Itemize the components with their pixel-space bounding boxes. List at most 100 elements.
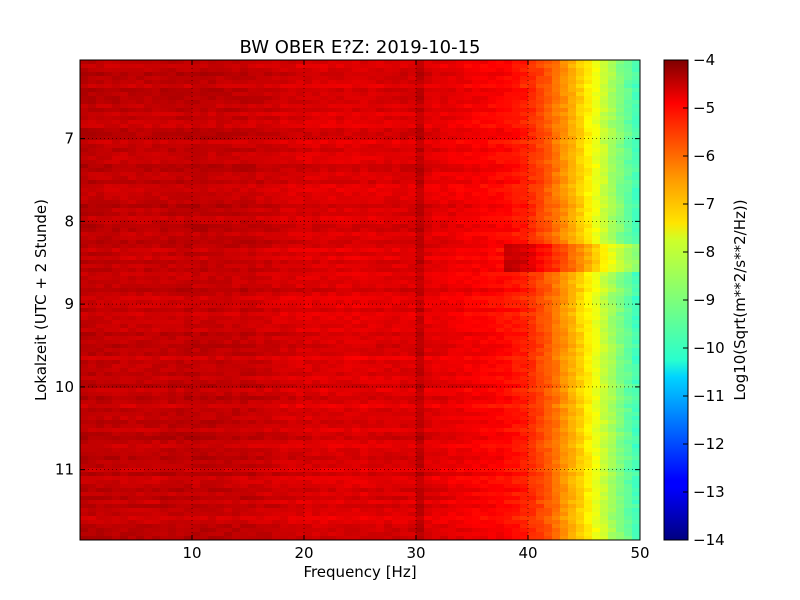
heatmap-cell: [408, 188, 417, 193]
heatmap-cell: [392, 128, 401, 133]
heatmap-cell: [400, 332, 409, 337]
heatmap-cell: [176, 316, 185, 321]
heatmap-cell: [624, 272, 633, 277]
heatmap-cell: [576, 84, 585, 89]
heatmap-cell: [616, 124, 625, 129]
heatmap-cell: [416, 232, 425, 237]
heatmap-cell: [560, 196, 569, 201]
heatmap-cell: [384, 284, 393, 289]
heatmap-cell: [288, 140, 297, 145]
heatmap-cell: [632, 312, 640, 317]
heatmap-cell: [504, 232, 513, 237]
heatmap-cell: [120, 204, 129, 209]
heatmap-cell: [168, 132, 177, 137]
heatmap-cell: [624, 324, 633, 329]
heatmap-cell: [120, 208, 129, 213]
heatmap-cell: [584, 204, 593, 209]
heatmap-cell: [472, 124, 481, 129]
heatmap-cell: [568, 212, 577, 217]
heatmap-cell: [376, 316, 385, 321]
heatmap-cell: [216, 332, 225, 337]
heatmap-cell: [120, 288, 129, 293]
heatmap-cell: [128, 276, 137, 281]
heatmap-cell: [104, 188, 113, 193]
heatmap-cell: [456, 308, 465, 313]
heatmap-cell: [192, 320, 201, 325]
heatmap-cell: [496, 96, 505, 101]
heatmap-cell: [568, 176, 577, 181]
heatmap-cell: [128, 160, 137, 165]
heatmap-cell: [224, 184, 233, 189]
heatmap-cell: [592, 200, 601, 205]
heatmap-cell: [176, 328, 185, 333]
heatmap-cell: [424, 208, 433, 213]
heatmap-cell: [384, 324, 393, 329]
heatmap-cell: [152, 204, 161, 209]
heatmap-cell: [136, 288, 145, 293]
heatmap-cell: [632, 252, 640, 257]
heatmap-cell: [480, 208, 489, 213]
heatmap-cell: [440, 260, 449, 265]
heatmap-cell: [256, 132, 265, 137]
heatmap-cell: [232, 196, 241, 201]
heatmap-cell: [232, 276, 241, 281]
heatmap-cell: [200, 212, 209, 217]
heatmap-cell: [464, 196, 473, 201]
heatmap-cell: [408, 172, 417, 177]
heatmap-cell: [216, 116, 225, 121]
heatmap-cell: [512, 148, 521, 153]
heatmap-cell: [176, 304, 185, 309]
heatmap-cell: [600, 276, 609, 281]
heatmap-cell: [424, 112, 433, 117]
heatmap-cell: [320, 164, 329, 169]
heatmap-cell: [560, 240, 569, 245]
heatmap-cell: [592, 92, 601, 97]
heatmap-cell: [472, 160, 481, 165]
heatmap-cell: [328, 216, 337, 221]
heatmap-cell: [480, 100, 489, 105]
heatmap-cell: [216, 160, 225, 165]
heatmap-cell: [360, 108, 369, 113]
heatmap-cell: [224, 320, 233, 325]
heatmap-cell: [216, 340, 225, 345]
heatmap-cell: [408, 124, 417, 129]
heatmap-cell: [256, 292, 265, 297]
heatmap-cell: [456, 196, 465, 201]
heatmap-cell: [128, 88, 137, 93]
heatmap-cell: [528, 220, 537, 225]
heatmap-cell: [160, 344, 169, 349]
heatmap-cell: [288, 344, 297, 349]
heatmap-cell: [200, 180, 209, 185]
heatmap-cell: [128, 224, 137, 229]
heatmap-cell: [112, 192, 121, 197]
heatmap-cell: [376, 264, 385, 269]
heatmap-cell: [376, 208, 385, 213]
heatmap-cell: [200, 72, 209, 77]
heatmap-cell: [624, 248, 633, 253]
heatmap-cell: [440, 80, 449, 85]
heatmap-cell: [304, 324, 313, 329]
heatmap-cell: [200, 280, 209, 285]
heatmap-cell: [600, 88, 609, 93]
heatmap-cell: [184, 272, 193, 277]
heatmap-cell: [520, 272, 529, 277]
heatmap-cell: [512, 192, 521, 197]
heatmap-cell: [264, 112, 273, 117]
heatmap-cell: [488, 144, 497, 149]
heatmap-cell: [360, 268, 369, 273]
heatmap-cell: [304, 212, 313, 217]
heatmap-cell: [264, 268, 273, 273]
heatmap-cell: [344, 296, 353, 301]
heatmap-cell: [528, 276, 537, 281]
heatmap-cell: [288, 304, 297, 309]
heatmap-cell: [96, 224, 105, 229]
heatmap-cell: [344, 128, 353, 133]
heatmap-cell: [568, 216, 577, 221]
heatmap-cell: [520, 304, 529, 309]
heatmap-cell: [200, 148, 209, 153]
heatmap-cell: [192, 144, 201, 149]
heatmap-cell: [368, 64, 377, 69]
heatmap-cell: [568, 172, 577, 177]
heatmap-cell: [216, 288, 225, 293]
heatmap-cell: [184, 248, 193, 253]
